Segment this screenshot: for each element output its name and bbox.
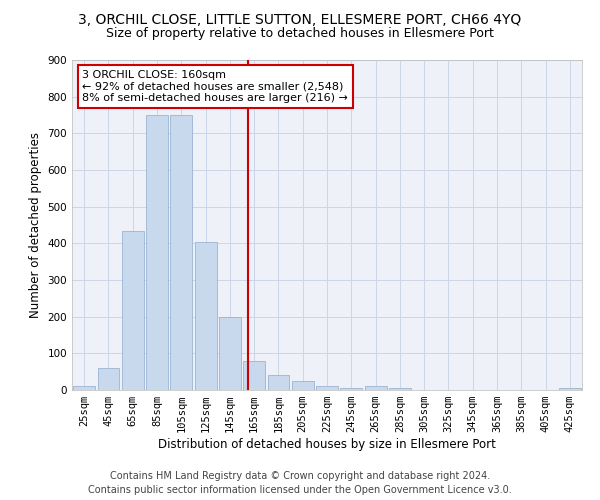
Bar <box>146 115 168 390</box>
X-axis label: Distribution of detached houses by size in Ellesmere Port: Distribution of detached houses by size … <box>158 438 496 451</box>
Bar <box>243 360 265 390</box>
Y-axis label: Number of detached properties: Number of detached properties <box>29 132 42 318</box>
Bar <box>389 388 411 390</box>
Bar <box>97 368 119 390</box>
Bar <box>559 388 581 390</box>
Bar <box>268 376 289 390</box>
Bar <box>365 386 386 390</box>
Bar <box>194 242 217 390</box>
Text: 3 ORCHIL CLOSE: 160sqm
← 92% of detached houses are smaller (2,548)
8% of semi-d: 3 ORCHIL CLOSE: 160sqm ← 92% of detached… <box>82 70 348 103</box>
Bar <box>122 230 143 390</box>
Bar <box>340 388 362 390</box>
Text: Size of property relative to detached houses in Ellesmere Port: Size of property relative to detached ho… <box>106 28 494 40</box>
Bar <box>219 316 241 390</box>
Bar <box>170 115 192 390</box>
Bar <box>316 386 338 390</box>
Bar <box>73 386 95 390</box>
Bar <box>292 381 314 390</box>
Text: Contains HM Land Registry data © Crown copyright and database right 2024.
Contai: Contains HM Land Registry data © Crown c… <box>88 471 512 495</box>
Text: 3, ORCHIL CLOSE, LITTLE SUTTON, ELLESMERE PORT, CH66 4YQ: 3, ORCHIL CLOSE, LITTLE SUTTON, ELLESMER… <box>79 12 521 26</box>
